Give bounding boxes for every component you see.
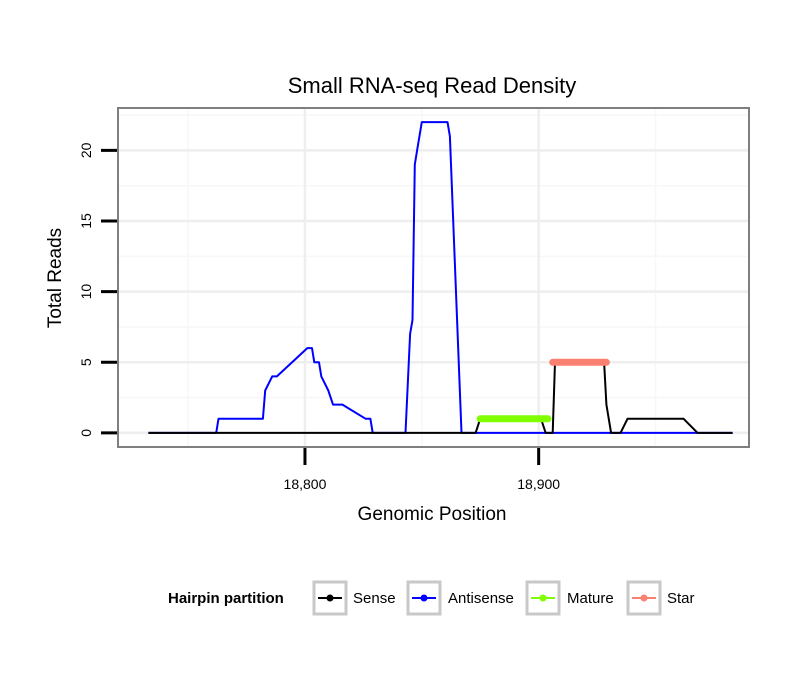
legend-label: Mature xyxy=(567,590,614,607)
legend-key-point xyxy=(539,594,547,602)
x-tick-label: 18,900 xyxy=(517,476,560,492)
y-axis-title: Total Reads xyxy=(45,228,66,328)
x-axis-title: Genomic Position xyxy=(358,504,507,525)
legend: Hairpin partition Sense Antisense Mature St… xyxy=(168,580,695,616)
y-tick-label: 10 xyxy=(78,284,94,300)
y-tick-label: 20 xyxy=(78,142,94,158)
plot-panel xyxy=(117,107,750,448)
legend-item-antisense: Antisense xyxy=(406,580,514,616)
legend-item-star: Star xyxy=(626,580,695,616)
legend-item-sense: Sense xyxy=(312,580,396,616)
y-tick-label: 0 xyxy=(78,429,94,437)
legend-item-mature: Mature xyxy=(525,580,614,616)
legend-key-point xyxy=(326,594,334,602)
x-axis: 18,800 18,900 xyxy=(284,448,560,492)
y-tick-label: 5 xyxy=(78,358,94,366)
y-tick-label: 15 xyxy=(78,213,94,229)
legend-label: Star xyxy=(667,590,695,607)
legend-label: Antisense xyxy=(448,590,514,607)
x-tick-label: 18,800 xyxy=(284,476,327,492)
legend-entries: Sense Antisense Mature Star xyxy=(312,580,695,616)
legend-key-point xyxy=(640,594,648,602)
chart-title: Small RNA-seq Read Density xyxy=(288,73,577,98)
plot-background xyxy=(118,108,749,447)
y-axis: 0 5 10 15 20 xyxy=(78,142,117,437)
series-layer xyxy=(148,121,733,434)
legend-key-point xyxy=(420,594,428,602)
plot-border xyxy=(117,107,750,448)
legend-title: Hairpin partition xyxy=(168,590,284,607)
legend-label: Sense xyxy=(353,590,396,607)
